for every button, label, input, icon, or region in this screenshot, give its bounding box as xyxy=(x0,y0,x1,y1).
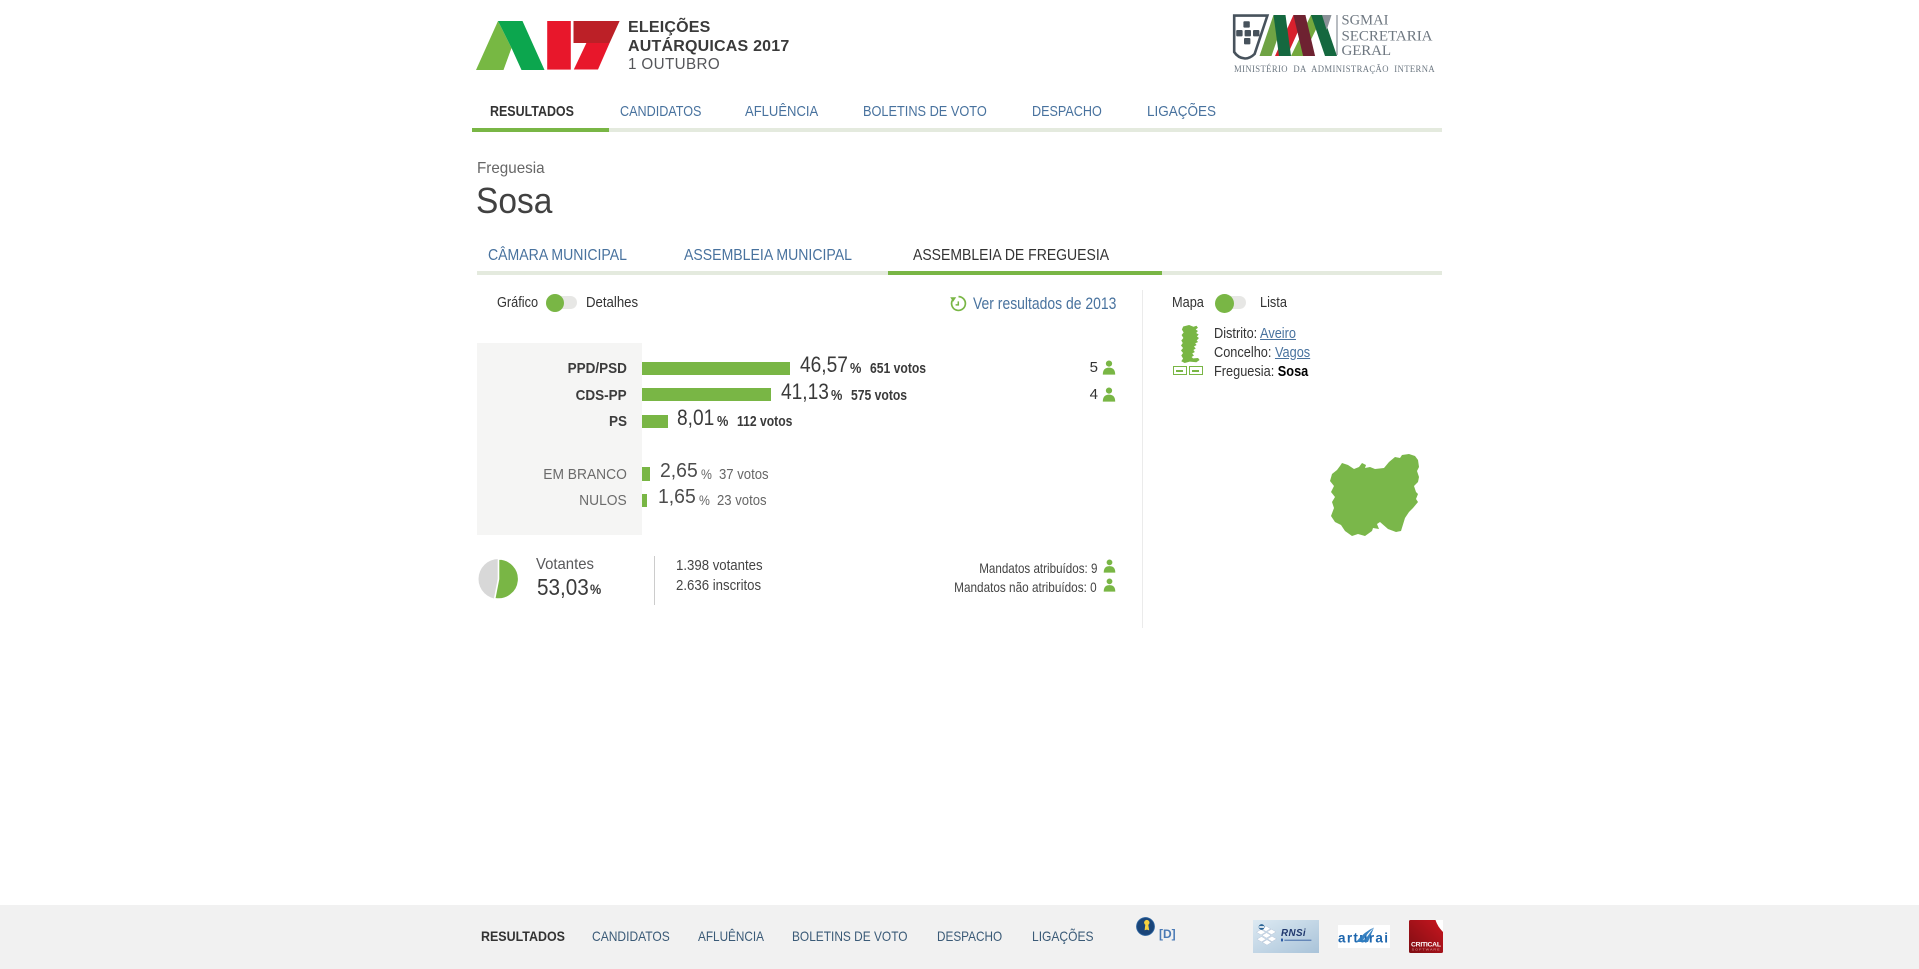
svg-text:GERAL: GERAL xyxy=(1342,43,1392,59)
svg-text:RNSi: RNSi xyxy=(1281,928,1306,939)
svg-text:SGMAI: SGMAI xyxy=(1342,13,1389,29)
svg-text:MINISTÉRIO DA ADMINISTRAÇÃO IN: MINISTÉRIO DA ADMINISTRAÇÃO INTERNA xyxy=(1234,64,1435,74)
svg-text:S O F T W A R E: S O F T W A R E xyxy=(1412,948,1440,952)
svg-text:SECRETARIA: SECRETARIA xyxy=(1342,29,1433,45)
svg-text:CRITICAL: CRITICAL xyxy=(1411,941,1441,948)
